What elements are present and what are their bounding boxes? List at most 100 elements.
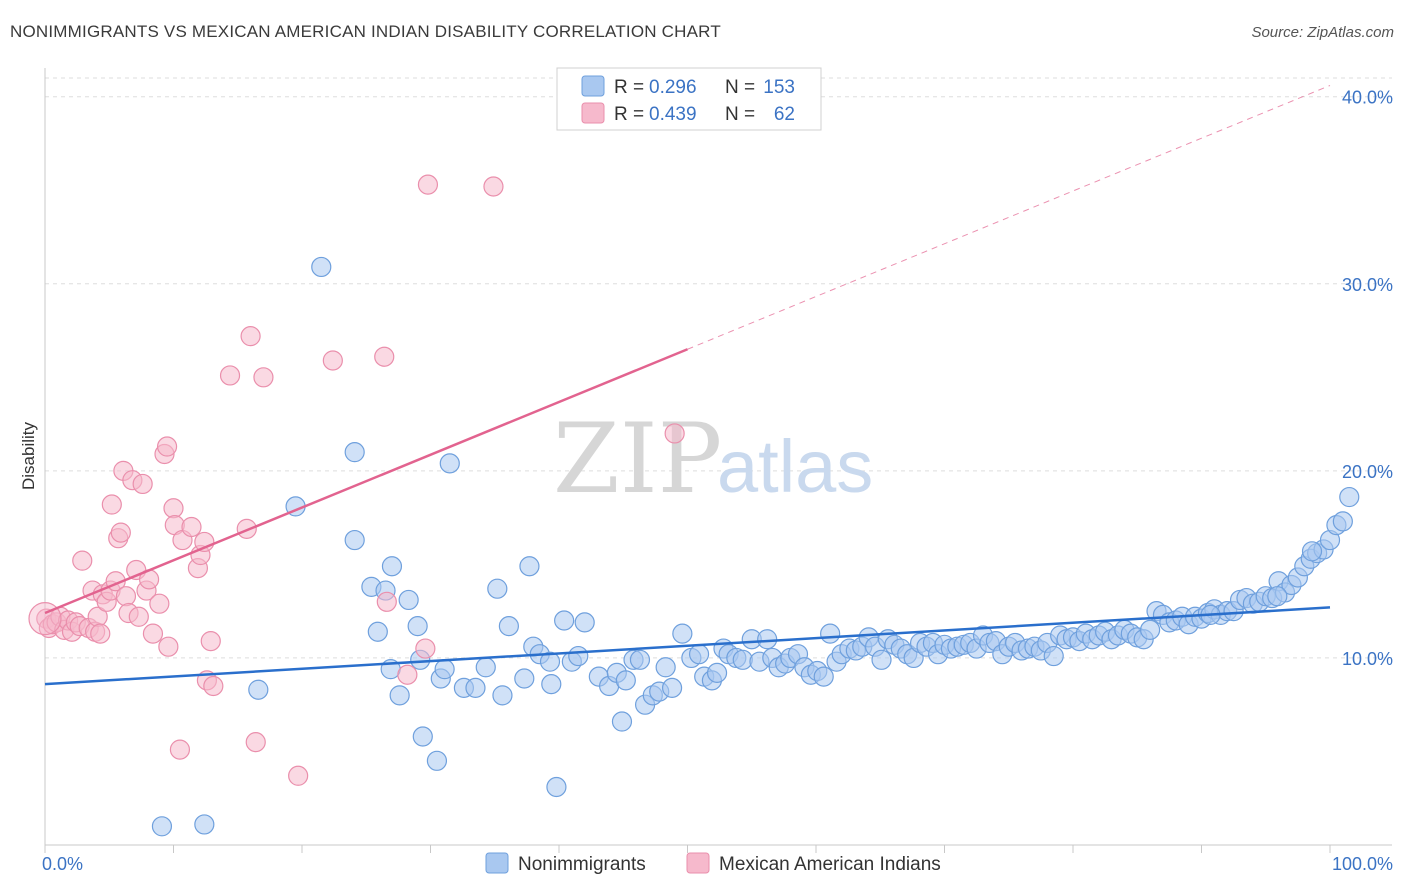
- nonimmigrants-point: [498, 616, 519, 637]
- mexican-american-indians-point: [374, 346, 395, 367]
- nonimmigrants-point: [672, 623, 693, 644]
- nonimmigrants-point: [1339, 486, 1360, 508]
- y-tick-label: 40.0%: [1342, 88, 1393, 108]
- nonimmigrants-point: [389, 685, 410, 706]
- grid-layer: 10.0% 20.0% 30.0% 40.0%: [45, 77, 1393, 669]
- nonimmigrants-point: [1043, 645, 1064, 667]
- mexican-american-indians-point: [156, 436, 178, 457]
- nonimmigrants-point: [407, 616, 428, 637]
- x-tick-label-max: 100.0%: [1332, 854, 1393, 874]
- nonimmigrants-point: [311, 256, 332, 278]
- x-tick-label-min: 0.0%: [42, 854, 83, 874]
- mexican-american-indians-point: [158, 636, 179, 657]
- chart-source: Source: ZipAtlas.com: [1251, 24, 1394, 41]
- nonimmigrants-point: [568, 645, 589, 667]
- watermark: ZIP atlas: [553, 403, 873, 515]
- legend-r-label-1: R =: [614, 77, 644, 98]
- mexican-american-indians-point: [110, 522, 131, 543]
- mexican-american-indians-point: [219, 365, 241, 386]
- mexican-american-indians-point: [288, 765, 309, 786]
- nonimmigrants-point: [813, 666, 834, 687]
- legend-swatch-mexican-american-indians: [581, 102, 605, 124]
- series-legend-swatch-nonimmigrants: [485, 852, 509, 874]
- mexican-american-indians-point: [240, 326, 261, 347]
- nonimmigrants-point: [519, 556, 540, 577]
- mexican-american-indians-point: [415, 638, 436, 659]
- mexican-american-indians-point: [90, 623, 111, 644]
- mexican-american-indians-point: [149, 593, 170, 614]
- mexican-american-indians-point: [203, 675, 224, 697]
- nonimmigrants-point: [629, 649, 651, 670]
- mexican-american-indians-point: [169, 739, 191, 760]
- nonimmigrants-point: [344, 442, 365, 463]
- mexican-american-indians-point: [483, 176, 504, 197]
- y-tick-label: 10.0%: [1342, 649, 1393, 669]
- nonimmigrants-point: [706, 662, 728, 683]
- nonimmigrants-trendline: [44, 606, 1331, 686]
- nonimmigrants-point: [514, 668, 535, 689]
- nonimmigrants-point: [757, 629, 778, 650]
- nonimmigrants-point: [820, 623, 841, 644]
- mexican-american-indians-point: [397, 664, 418, 685]
- mexican-american-indians-point: [236, 518, 257, 539]
- series-legend-label-mexican-american-indians: Mexican American Indians: [719, 854, 941, 875]
- nonimmigrants-point: [194, 814, 215, 835]
- mexican-american-indians-trendline: [44, 348, 688, 615]
- legend-r-value-1: 0.296: [649, 77, 697, 98]
- mexican-american-indians-point: [132, 473, 153, 495]
- mexican-american-indians-point: [417, 174, 439, 195]
- nonimmigrants-point: [1301, 541, 1323, 562]
- y-tick-label: 30.0%: [1342, 275, 1393, 295]
- nonimmigrants-point: [1267, 586, 1288, 607]
- legend-n-value-1: 153: [763, 77, 795, 98]
- mexican-american-indians-point: [253, 367, 274, 388]
- nonimmigrants-point: [412, 726, 433, 747]
- mexican-american-indians-point: [376, 591, 397, 612]
- nonimmigrants-point: [615, 670, 636, 691]
- nonimmigrants-point: [381, 556, 403, 577]
- nonimmigrants-point: [871, 649, 892, 670]
- nonimmigrants-point: [688, 644, 710, 665]
- mexican-american-indians-point: [101, 494, 122, 515]
- mexican-american-indians-point: [163, 498, 184, 519]
- nonimmigrants-point: [248, 679, 269, 700]
- mexican-american-indians-point: [142, 623, 164, 644]
- y-tick-label: 20.0%: [1342, 462, 1393, 482]
- legend-n-value-2: 62: [774, 104, 795, 125]
- nonimmigrants-point: [546, 776, 567, 798]
- nonimmigrants-point: [475, 657, 496, 678]
- nonimmigrants-point: [439, 453, 460, 474]
- watermark-zip: ZIP: [553, 403, 722, 515]
- series-legend-label-nonimmigrants: Nonimmigrants: [518, 854, 646, 875]
- legend-r-value-2: 0.439: [649, 104, 697, 125]
- watermark-atlas: atlas: [717, 425, 873, 508]
- nonimmigrants-point: [151, 816, 173, 837]
- nonimmigrants-point: [1139, 619, 1161, 640]
- nonimmigrants-point: [426, 750, 448, 771]
- legend-n-label-1: N =: [725, 77, 755, 98]
- mexican-american-indians-trendline-extension: [687, 85, 1331, 350]
- series-legend-swatch-mexican-american-indians: [686, 852, 710, 874]
- nonimmigrants-point: [487, 578, 508, 599]
- nonimmigrants-point: [398, 589, 419, 611]
- mexican-american-indians-point: [115, 586, 137, 607]
- nonimmigrants-point: [1332, 511, 1353, 532]
- mexican-american-indians-point: [72, 550, 93, 571]
- nonimmigrants-point: [554, 610, 575, 631]
- mexican-american-indians-point: [128, 606, 149, 627]
- legend-swatch-nonimmigrants: [581, 75, 605, 97]
- nonimmigrants-point: [434, 659, 455, 680]
- nonimmigrants-point: [541, 674, 562, 695]
- nonimmigrants-point: [367, 621, 388, 642]
- chart-title: NONIMMIGRANTS VS MEXICAN AMERICAN INDIAN…: [10, 22, 721, 41]
- nonimmigrants-point: [611, 711, 633, 732]
- axes-layer: 0.0% 100.0%: [42, 68, 1393, 874]
- legend-n-label-2: N =: [725, 104, 755, 125]
- legend-r-label-2: R =: [614, 104, 644, 125]
- mexican-american-indians-point: [200, 630, 221, 652]
- points-layer: [28, 174, 1360, 837]
- nonimmigrants-point: [655, 657, 676, 678]
- nonimmigrants-point: [492, 685, 513, 706]
- mexican-american-indians-point: [181, 516, 202, 538]
